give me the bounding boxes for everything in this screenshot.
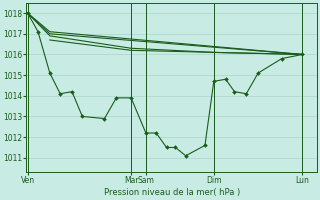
X-axis label: Pression niveau de la mer( hPa ): Pression niveau de la mer( hPa ) (104, 188, 240, 197)
